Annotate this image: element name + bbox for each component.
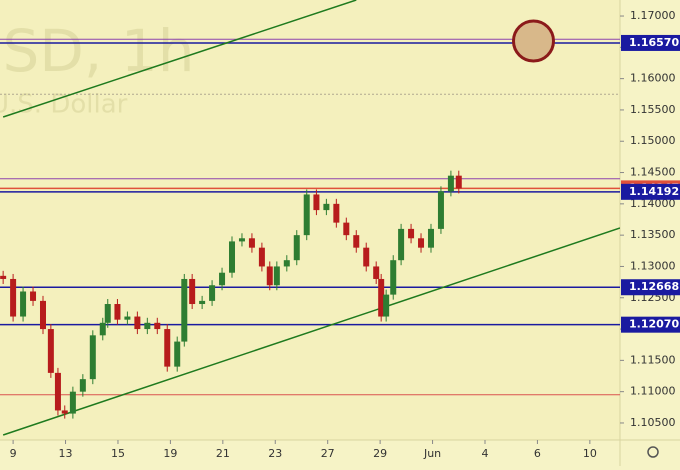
x-tick-label: 19 [163, 447, 177, 460]
candle-body [54, 372, 61, 411]
candle-body [79, 379, 86, 392]
candle-body [189, 278, 196, 305]
candle-body [248, 238, 255, 248]
marker-circle [511, 19, 555, 63]
candle-body [10, 278, 17, 317]
candle-body [447, 175, 454, 192]
candle-body [174, 341, 181, 367]
y-tick-label: 1.10500 [630, 416, 676, 429]
candle-body [273, 266, 280, 286]
plot: USD, 1h U.S. Dollar [0, 0, 620, 436]
candle-body [47, 329, 54, 373]
candle-body [144, 322, 151, 330]
price-label-box [621, 279, 680, 296]
candle-body [373, 266, 380, 279]
y-tick-label: 1.11000 [630, 385, 676, 398]
price-axis [620, 0, 680, 466]
y-tick-label: 1.15000 [630, 134, 676, 147]
candle-body [154, 322, 161, 330]
candle-body [333, 203, 340, 223]
y-tick-label: 1.13000 [630, 259, 676, 272]
candle-body [437, 191, 444, 229]
y-tick-label: 1.14000 [630, 197, 676, 210]
settings-icon[interactable] [647, 446, 659, 458]
watermark-symbol: USD, 1h [0, 17, 194, 85]
candle-body [293, 235, 300, 261]
candle-body [199, 300, 206, 305]
x-tick-label: 21 [216, 447, 230, 460]
y-tick-label: 1.14500 [630, 166, 676, 179]
candle-body [0, 275, 7, 279]
price-label: 1.16570 [629, 36, 679, 49]
candle-body [283, 260, 290, 267]
candle-body [418, 238, 425, 248]
candle-body [343, 222, 350, 236]
candle-body [266, 266, 273, 286]
x-tick-label: 29 [373, 447, 387, 460]
price-label: 1.12668 [629, 280, 679, 293]
y-tick-label: 1.16000 [630, 72, 676, 85]
price-label: 1.14192 [629, 185, 679, 198]
candle-body [20, 291, 27, 317]
candle-body [408, 228, 415, 239]
candle-body [238, 238, 245, 242]
candle-body [219, 272, 226, 286]
y-tick-label: 1.11500 [630, 353, 676, 366]
candle-body [398, 228, 405, 261]
trendline [2, 227, 620, 436]
candle-body [99, 322, 106, 336]
price-label: 1.12070 [629, 318, 679, 331]
candle-body [378, 278, 385, 317]
candle-body [427, 228, 434, 248]
candle-body [124, 316, 131, 320]
candle-body [313, 194, 320, 211]
x-tick-label: 23 [268, 447, 282, 460]
candle-body [390, 260, 397, 295]
x-tick-label: 13 [59, 447, 73, 460]
x-tick-label: 15 [111, 447, 125, 460]
time-axis [0, 440, 620, 466]
candle-body [30, 291, 37, 301]
x-tick-label: 10 [583, 447, 597, 460]
candle-body [209, 285, 216, 301]
candle-body [258, 247, 265, 267]
candle-body [455, 175, 462, 189]
x-tick-label: Jun [423, 447, 441, 460]
candle-body [104, 304, 111, 323]
candle-body [303, 194, 310, 236]
x-tick-label: 27 [321, 447, 335, 460]
candle-body [363, 247, 370, 267]
candle-body [229, 241, 236, 273]
price-label-box [621, 183, 680, 200]
candle-body [383, 294, 390, 317]
price-label-box [621, 34, 680, 51]
candle-body [323, 203, 330, 211]
candle-body [61, 410, 68, 414]
y-tick-label: 1.17000 [630, 9, 676, 22]
candle-body [39, 300, 46, 330]
candle-body [134, 316, 141, 330]
candle-body [114, 304, 121, 320]
candle-body [181, 278, 188, 342]
candle-body [89, 335, 96, 380]
x-tick-label: 9 [10, 447, 17, 460]
candle-body [164, 329, 171, 367]
price-label-box [621, 316, 680, 333]
candle-body [69, 391, 76, 414]
plot-background [0, 0, 620, 440]
x-tick-label: 4 [481, 447, 488, 460]
x-tick-label: 6 [534, 447, 541, 460]
y-tick-label: 1.15500 [630, 103, 676, 116]
y-tick-label: 1.13500 [630, 228, 676, 241]
trendline [2, 0, 357, 118]
candle-body [353, 235, 360, 248]
